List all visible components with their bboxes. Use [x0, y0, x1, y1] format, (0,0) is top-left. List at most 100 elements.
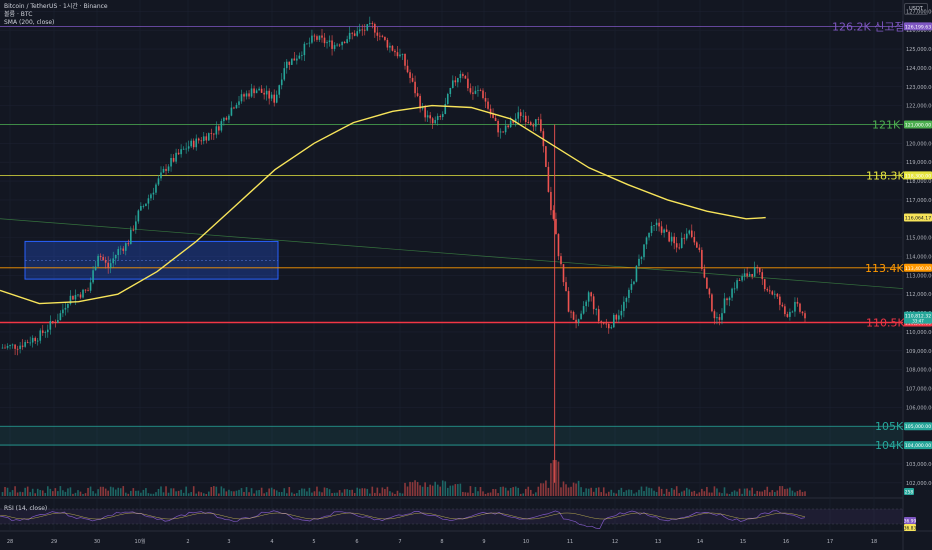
candle-body	[560, 256, 562, 265]
time-tick-label: 9	[482, 539, 485, 545]
candle-body	[459, 74, 462, 79]
volume-bar	[293, 493, 296, 496]
time-tick-label: 6	[355, 539, 358, 545]
candle-body	[192, 140, 195, 148]
volume-bar	[24, 487, 26, 496]
volume-bar	[79, 491, 82, 496]
candle-body	[663, 229, 665, 233]
candle-body	[331, 40, 333, 49]
candle-body	[562, 264, 565, 283]
volume-bar	[308, 487, 311, 496]
candle-body	[205, 136, 208, 141]
volume-bar	[356, 487, 359, 496]
volume-bar	[363, 488, 366, 496]
volume-bar	[572, 482, 575, 496]
volume-bar	[605, 493, 608, 496]
candle-body	[67, 303, 69, 308]
volume-bar	[738, 488, 741, 496]
price-tick-label: 110,000.00	[906, 330, 932, 336]
time-tick-label: 4	[270, 539, 273, 545]
candle-body	[409, 72, 411, 78]
candle-body	[683, 237, 686, 239]
candle-body	[84, 289, 87, 291]
volume-bar	[170, 488, 172, 496]
volume-bar	[522, 493, 525, 496]
candle-body	[713, 311, 716, 319]
volume-bar	[721, 493, 723, 496]
volume-bar	[768, 492, 771, 496]
candle-body	[323, 37, 326, 44]
candle-body	[484, 98, 487, 102]
volume-bar	[39, 490, 42, 496]
candle-body	[474, 90, 477, 94]
volume-bar	[368, 493, 371, 496]
volume-bar	[741, 493, 743, 496]
candle-body	[348, 32, 351, 40]
candle-body	[72, 295, 74, 300]
candle-body	[768, 290, 771, 292]
candle-body	[565, 282, 567, 292]
candle-body	[177, 152, 180, 155]
candle-body	[311, 35, 313, 43]
candle-body	[77, 294, 79, 296]
candle-body	[784, 306, 786, 315]
candle-body	[389, 45, 391, 48]
candle-body	[291, 58, 293, 65]
volume-bar	[482, 491, 484, 496]
volume-bar	[265, 492, 268, 496]
candle-body	[733, 288, 736, 290]
candle-body	[738, 280, 741, 281]
volume-bar	[225, 491, 228, 496]
price-tick-label: 120,000.00	[906, 141, 932, 147]
candle-body	[1, 347, 4, 349]
volume-bar	[693, 490, 696, 496]
volume-bar	[703, 491, 706, 496]
volume-bar	[87, 487, 89, 496]
volume-bar	[376, 487, 379, 496]
volume-bar	[157, 488, 160, 496]
candle-body	[723, 298, 726, 314]
candle-body	[381, 35, 384, 37]
volume-bar	[414, 480, 416, 496]
candle-body	[595, 309, 598, 310]
candle-body	[104, 260, 107, 263]
volume-bar	[343, 489, 346, 496]
volume-bar	[160, 486, 162, 496]
volume-bar	[374, 492, 376, 496]
volume-bar	[540, 483, 542, 496]
candle-body	[296, 58, 298, 61]
volume-bar	[11, 490, 14, 496]
volume-bar	[557, 461, 560, 496]
volume-bar	[127, 493, 130, 496]
rsi-line	[0, 510, 806, 529]
time-tick-label: 28	[7, 539, 13, 545]
volume-bar	[57, 491, 59, 496]
volume-bar	[124, 492, 127, 496]
volume-bar	[152, 493, 155, 496]
candle-body	[519, 112, 522, 117]
support-zone	[0, 426, 903, 446]
volume-bar	[301, 488, 303, 496]
level-price-tag	[904, 120, 932, 129]
time-tick-label: 7	[398, 539, 401, 545]
candle-body	[386, 39, 389, 48]
volume-bar	[630, 489, 633, 496]
level-label: 110.5K	[866, 316, 905, 329]
volume-bar	[409, 481, 411, 496]
currency-badge[interactable]: USDT	[904, 3, 928, 15]
volume-bar	[585, 488, 587, 496]
volume-bar	[396, 490, 399, 496]
volume-bar	[597, 487, 600, 496]
volume-bar	[685, 487, 688, 496]
volume-bar	[648, 487, 650, 496]
volume-bar	[326, 487, 328, 496]
candle-body	[326, 42, 328, 44]
price-tick-label: 119,000.00	[906, 160, 932, 166]
candle-body	[278, 85, 281, 95]
rsi-value-tag	[904, 524, 916, 531]
volume-bar	[474, 486, 477, 496]
candle-body	[298, 55, 301, 59]
candle-body	[384, 36, 386, 40]
candle-body	[273, 94, 276, 103]
